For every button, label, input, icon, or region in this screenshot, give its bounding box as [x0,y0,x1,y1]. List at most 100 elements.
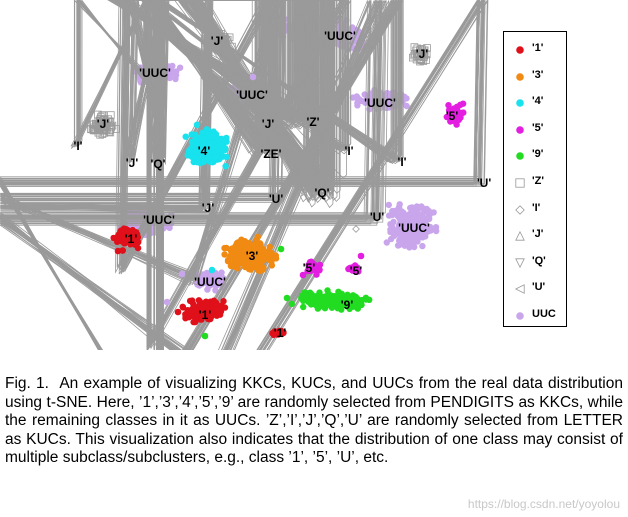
cluster-label: 'I' [344,144,353,158]
cluster-label: 'UUC' [398,221,430,235]
data-point [222,163,229,170]
legend-item: '1' [504,40,568,60]
legend-marker-shape [514,284,525,295]
legend-item: UUC [504,306,568,326]
data-point [411,212,418,220]
data-point [300,303,307,311]
data-point [264,250,271,258]
data-point [283,294,291,302]
legend-marker-shape [515,178,525,188]
cluster-label: '5' [350,264,363,278]
data-point [390,226,398,234]
caption-text: An example of visualizing KKCs, KUCs, an… [5,375,623,467]
data-point [423,44,431,52]
legend-label: '3' [532,68,544,81]
legend: '1' '3' '4' '5' '9' 'Z' 'I' 'J' 'Q' 'U' UUC [503,31,567,327]
data-point [388,235,395,243]
legend-marker-icon [515,204,525,215]
legend-label: '1' [532,42,544,54]
cluster-label: 'J' [97,117,110,131]
data-point [221,251,228,258]
cluster-label: 'UUC' [236,88,268,102]
cluster-label: 'U' [477,176,492,190]
data-point [201,332,209,340]
data-point [408,218,415,225]
data-point [383,239,390,246]
data-point [419,242,426,250]
data-point [174,308,182,316]
data-point [212,299,220,306]
legend-marker-icon [514,284,525,295]
data-point [366,296,373,303]
legend-item: '5' [504,120,568,140]
tsne-figure: 'J' 'UUC' 'J' 'UUC' 'UUC' 'UUC' '5' 'J' 'I' 'J' 'Z… [0,0,567,350]
legend-item: 'J' [504,226,568,246]
data-point [190,318,197,326]
data-point [234,265,241,272]
data-point [415,219,423,226]
data-point [425,225,432,233]
data-point [312,301,320,309]
cluster-class [87,110,121,139]
legend-item: 'Q' [504,253,568,273]
data-point [288,300,295,308]
data-point [396,201,403,208]
cluster-label: 'U' [269,192,284,206]
data-point [241,238,249,245]
legend-label: '9' [532,148,544,161]
cluster-label: 'J' [262,117,275,131]
data-point [182,133,189,140]
legend-marker-icon [516,99,524,107]
cluster-label: '1' [125,232,138,246]
data-point [178,270,186,278]
data-point [117,234,125,241]
data-point [247,266,254,273]
data-point [415,204,423,211]
data-point [224,258,232,265]
cluster-label: 'J' [202,201,215,215]
legend-item: '3' [504,67,568,87]
legend-marker-icon [516,152,524,161]
data-point [353,298,360,305]
data-point [421,207,428,214]
data-point [182,311,189,318]
legend-marker-shape [516,125,524,134]
data-point [227,252,235,259]
data-point [215,273,222,280]
data-point [414,238,421,245]
cluster-label: 'UUC' [139,66,171,80]
legend-label: 'U' [532,281,546,294]
data-point [228,245,236,252]
watermark-text: https://blog.csdn.net/yoyolou [467,497,620,511]
data-point [200,134,207,142]
data-point [403,102,410,110]
legend-label: 'Z' [532,175,544,187]
figure-caption: Fig. 1. An example of visualizing KKCs, … [5,375,623,468]
data-point [205,276,212,283]
legend-label: '4' [532,95,544,108]
data-point [163,298,171,306]
data-point [301,289,308,296]
cluster-label: '5' [303,261,316,275]
data-point [110,234,117,242]
legend-marker-shape [516,46,524,54]
data-point [393,207,401,214]
cluster-label: 'U' [370,210,385,224]
cluster-label: 'UUC' [194,275,226,289]
data-point [306,299,314,306]
legend-marker-icon [516,72,524,81]
cluster-label: 'Z' [306,115,319,129]
data-point [217,137,225,145]
legend-marker-shape [515,204,525,215]
cluster-label: 'ZE' [260,147,281,161]
cluster-label: '4' [198,144,211,158]
data-point [394,212,401,220]
data-point [221,244,228,252]
data-point [407,204,414,212]
data-point [210,276,217,284]
data-point [413,52,422,61]
cluster-label: '5' [446,109,459,123]
legend-marker-shape [516,312,524,320]
data-point [357,252,365,260]
legend-label: '5' [532,121,544,134]
